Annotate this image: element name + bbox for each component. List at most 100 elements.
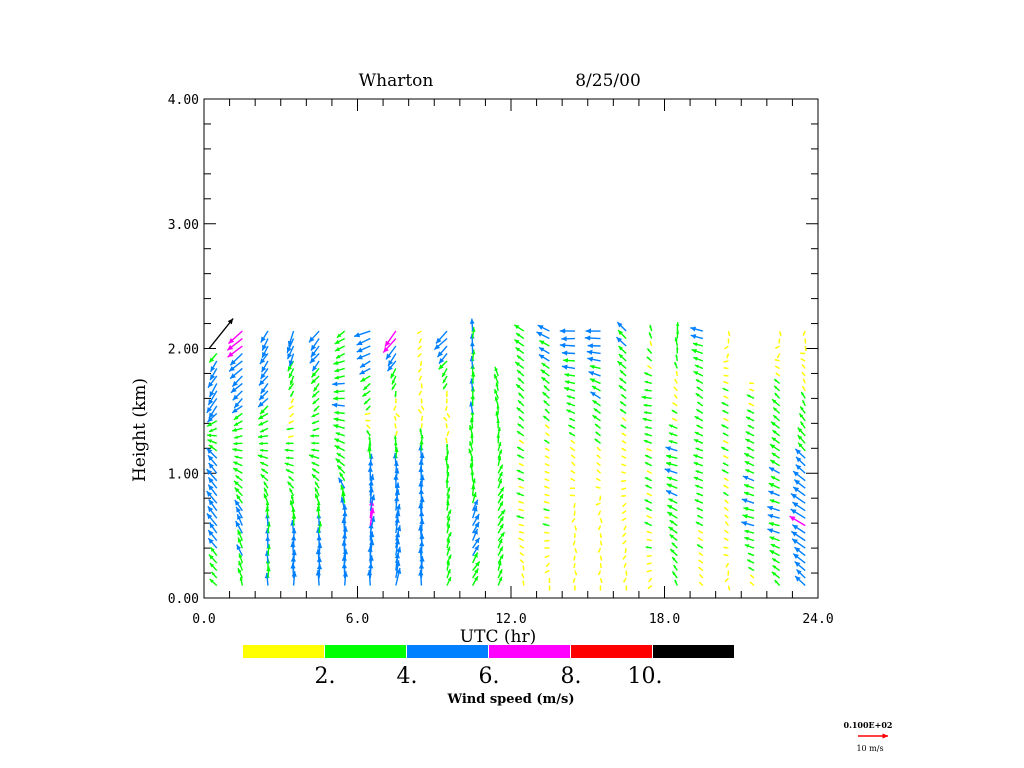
vector-head — [472, 505, 478, 512]
wind-vector — [693, 454, 704, 459]
vector-head — [589, 364, 595, 370]
vector-head — [544, 478, 547, 481]
vector-head — [435, 337, 442, 344]
vector-head — [338, 477, 344, 484]
wind-vector — [569, 494, 576, 497]
legend-label: 6. — [479, 664, 500, 689]
vector-head — [368, 555, 374, 561]
wind-vector — [695, 447, 704, 452]
vector-head — [667, 476, 672, 481]
wind-vector — [364, 412, 371, 416]
vector-head — [446, 494, 451, 499]
vector-head — [794, 479, 801, 485]
vector-head — [445, 408, 448, 411]
vector-head — [749, 388, 752, 391]
vector-head — [569, 487, 572, 490]
vector-head — [232, 408, 238, 413]
vector-head — [744, 529, 749, 534]
wind-vector — [539, 339, 550, 347]
wind-vector — [334, 337, 346, 345]
vector-head — [314, 487, 319, 492]
wind-vector — [548, 585, 551, 591]
wind-vector — [722, 491, 729, 497]
vector-head — [795, 575, 801, 582]
wind-vector — [695, 392, 704, 399]
wind-vector — [617, 360, 627, 369]
wind-vector — [675, 330, 680, 339]
wind-vector — [599, 577, 603, 584]
wind-vector — [337, 477, 346, 489]
wind-vector — [669, 548, 678, 557]
vector-head — [333, 417, 339, 422]
wind-vector — [395, 525, 402, 541]
wind-vector — [472, 568, 479, 579]
wind-vector — [311, 448, 320, 452]
wind-vector — [570, 469, 576, 474]
wind-vector — [497, 449, 503, 459]
wind-vector — [436, 345, 448, 358]
vector-head — [208, 484, 214, 491]
wind-vector — [767, 513, 780, 519]
wind-vector — [741, 498, 755, 504]
wind-vector — [497, 560, 502, 571]
wind-vector — [720, 424, 729, 429]
vector-head — [645, 462, 649, 466]
wind-vector — [744, 529, 755, 534]
vector-head — [723, 455, 726, 458]
vector-head — [769, 444, 776, 449]
legend-swatch — [489, 645, 570, 658]
vector-head — [260, 429, 265, 433]
vector-head — [469, 463, 474, 468]
wind-vector — [774, 392, 781, 399]
vector-head — [622, 557, 625, 560]
wind-vector — [693, 461, 704, 467]
vector-head — [747, 425, 751, 428]
wind-vector — [359, 360, 371, 369]
vector-head — [695, 393, 700, 397]
wind-vector — [540, 376, 550, 384]
vector-head — [597, 447, 600, 450]
vector-head — [234, 487, 240, 493]
vector-head — [566, 402, 571, 406]
vector-head — [778, 341, 781, 344]
wind-vector — [258, 390, 269, 401]
vector-head — [545, 432, 548, 435]
vector-head — [596, 478, 599, 481]
wind-vector — [311, 420, 320, 425]
wind-vector — [469, 440, 474, 451]
vector-head — [209, 578, 214, 584]
vector-head — [600, 558, 603, 561]
vector-head — [419, 496, 425, 503]
wind-vector — [772, 429, 781, 437]
vector-head — [517, 454, 521, 458]
y-tick-label: 2.00 — [168, 343, 199, 358]
wind-vector — [239, 576, 244, 586]
wind-vector — [238, 560, 244, 571]
vector-head — [769, 550, 775, 555]
wind-vector — [393, 435, 397, 444]
vector-head — [447, 554, 452, 559]
vector-head — [543, 501, 547, 504]
vector-head — [618, 385, 623, 390]
vector-head — [520, 559, 523, 562]
wind-vector — [234, 487, 243, 497]
vector-head — [234, 455, 239, 459]
vector-head — [284, 462, 289, 466]
vector-head — [668, 424, 674, 428]
vector-head — [418, 480, 424, 487]
vector-head — [722, 410, 726, 413]
wind-vector — [445, 390, 449, 397]
vector-head — [517, 423, 522, 427]
wind-vector — [340, 484, 346, 496]
vector-head — [571, 461, 574, 465]
wind-vector — [257, 434, 269, 439]
wind-vector — [513, 338, 525, 347]
wind-vector — [309, 353, 320, 364]
wind-vector — [693, 370, 704, 377]
vector-head — [574, 528, 577, 531]
wind-vector — [536, 331, 550, 340]
vector-head — [391, 380, 396, 385]
vector-head — [494, 366, 499, 372]
vector-head — [800, 358, 803, 361]
vector-head — [674, 579, 677, 583]
